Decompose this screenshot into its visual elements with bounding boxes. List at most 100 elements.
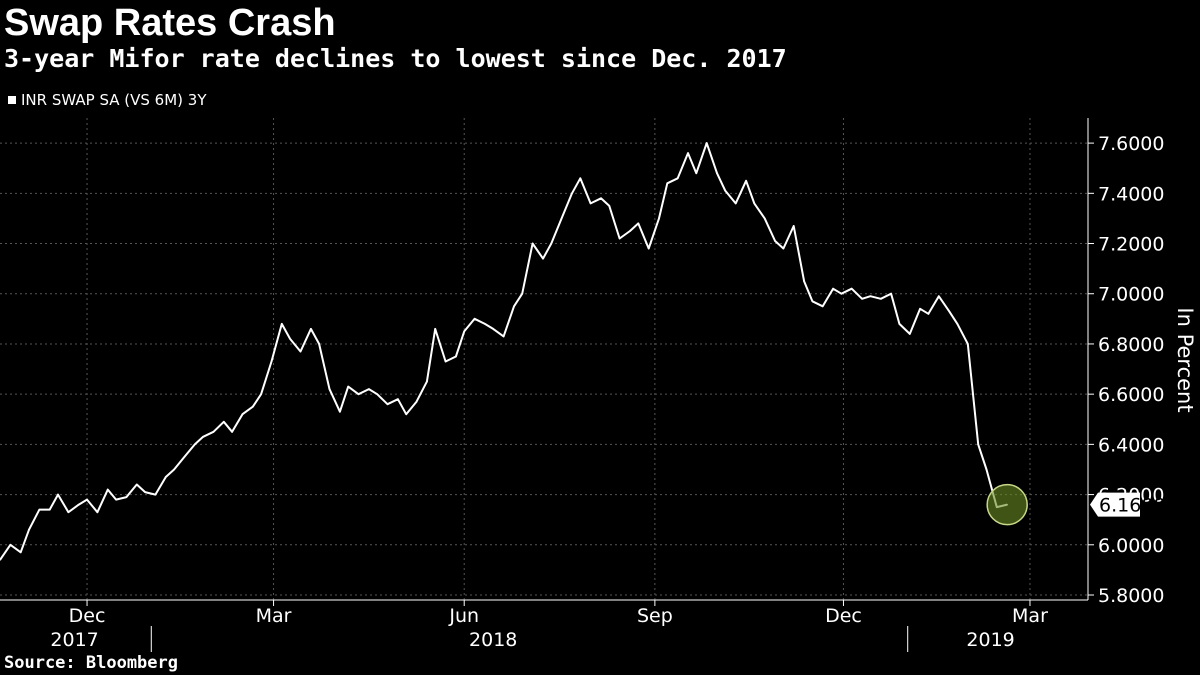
chart-subtitle: 3-year Mifor rate declines to lowest sin…	[4, 44, 787, 73]
y-tick-label: 5.8000	[1098, 585, 1164, 607]
year-label: 2017	[50, 629, 98, 651]
data-point	[260, 393, 262, 395]
data-point	[415, 400, 418, 403]
data-point	[977, 443, 979, 446]
data-point	[861, 297, 863, 300]
data-point	[202, 436, 204, 438]
data-point	[571, 192, 573, 195]
data-point	[281, 323, 283, 325]
data-point	[310, 328, 312, 330]
data-point	[328, 388, 331, 390]
data-point	[106, 488, 109, 491]
data-point	[550, 242, 553, 245]
x-tick-label: Sep	[637, 605, 673, 627]
highlight-circle	[986, 483, 1028, 526]
data-point	[840, 292, 843, 295]
data-point	[183, 456, 186, 458]
data-point	[948, 310, 950, 313]
data-point	[144, 491, 146, 493]
data-point	[194, 443, 196, 446]
data-point	[919, 308, 921, 310]
data-point	[368, 388, 370, 390]
data-point	[724, 190, 727, 192]
source-note: Source: Bloomberg	[4, 653, 178, 673]
data-point	[908, 333, 911, 335]
data-point	[376, 393, 378, 395]
data-point	[223, 420, 225, 423]
y-axis-label: In Percent	[1173, 307, 1197, 412]
data-point	[212, 431, 215, 433]
data-point	[695, 172, 698, 175]
data-point	[289, 338, 291, 340]
data-point	[484, 323, 486, 325]
data-point	[231, 431, 233, 433]
chart-title: Swap Rates Crash	[4, 2, 336, 44]
x-tick-label: Dec	[825, 605, 862, 627]
data-point	[463, 330, 466, 333]
data-point	[270, 360, 273, 363]
data-point	[521, 292, 524, 295]
data-point	[164, 476, 167, 478]
y-tick-label: 6.4000	[1098, 434, 1164, 456]
data-point	[763, 217, 766, 220]
data-point	[753, 202, 756, 205]
data-point	[154, 493, 157, 496]
data-point	[618, 237, 621, 240]
legend: INR SWAP SA (VS 6M) 3Y	[8, 91, 207, 109]
data-point	[299, 350, 302, 353]
data-point	[492, 328, 495, 330]
data-point	[890, 292, 892, 295]
data-point	[252, 405, 254, 408]
data-point	[676, 177, 679, 180]
data-point	[600, 197, 602, 200]
data-point	[125, 496, 128, 498]
data-point	[821, 305, 824, 308]
data-point	[86, 498, 88, 501]
data-point	[927, 313, 930, 315]
data-point	[28, 528, 30, 531]
data-point	[745, 179, 747, 182]
data-point	[173, 468, 175, 471]
data-point	[57, 493, 59, 496]
data-point	[19, 551, 22, 554]
data-point	[579, 177, 582, 180]
last-value-tag	[1090, 492, 1140, 517]
data-point	[96, 511, 99, 513]
data-point	[716, 172, 718, 175]
y-tick-label: 7.6000	[1098, 133, 1164, 155]
data-point	[48, 508, 51, 511]
data-point	[38, 508, 41, 511]
data-point	[67, 511, 70, 513]
y-tick-label: 6.8000	[1098, 334, 1164, 356]
data-point	[792, 225, 795, 227]
data-point	[937, 295, 940, 298]
data-point	[666, 182, 669, 185]
data-point	[869, 295, 872, 298]
data-point	[531, 242, 534, 245]
data-point	[637, 222, 640, 225]
legend-label: INR SWAP SA (VS 6M) 3Y	[21, 91, 207, 109]
data-point	[455, 355, 457, 358]
data-point	[647, 247, 650, 250]
data-point	[967, 343, 969, 345]
data-point	[241, 413, 244, 416]
y-tick-label: 7.2000	[1098, 234, 1164, 256]
data-point	[135, 483, 138, 486]
year-label: 2018	[469, 629, 517, 651]
data-point	[386, 403, 389, 406]
x-tick-label: Jun	[448, 605, 479, 627]
year-label: 2019	[966, 629, 1014, 651]
data-point	[629, 230, 631, 232]
data-point	[734, 202, 737, 205]
data-point	[560, 217, 563, 220]
data-point	[444, 360, 447, 363]
data-point	[9, 543, 12, 546]
legend-swatch	[8, 96, 16, 104]
data-point	[985, 468, 988, 471]
data-point	[434, 328, 437, 330]
data-point	[803, 280, 805, 282]
data-point	[357, 393, 360, 395]
data-point	[608, 205, 611, 207]
data-point	[397, 398, 399, 400]
